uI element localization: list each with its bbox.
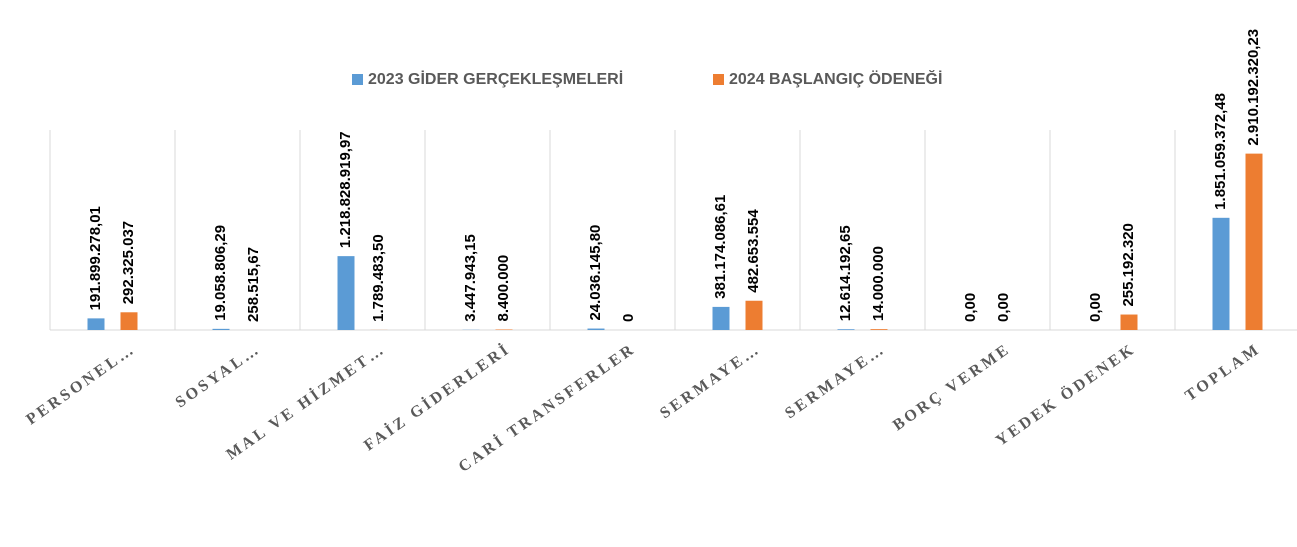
x-tick-label: PERSONEL… bbox=[23, 340, 139, 428]
legend-label: 2024 BAŞLANGIÇ ÖDENEĞİ bbox=[729, 69, 942, 88]
data-label: 12.614.192,65 bbox=[837, 225, 854, 321]
bar bbox=[1213, 218, 1230, 330]
legend-swatch bbox=[713, 74, 724, 85]
data-label: 24.036.145,80 bbox=[587, 225, 604, 321]
data-label: 0,00 bbox=[995, 293, 1012, 322]
bar bbox=[871, 329, 888, 330]
legend-swatch bbox=[352, 74, 363, 85]
data-label: 0,00 bbox=[1087, 293, 1104, 322]
bar bbox=[338, 256, 355, 330]
x-tick-label: BORÇ VERME bbox=[890, 340, 1014, 434]
data-label: 1.789.483,50 bbox=[370, 234, 387, 322]
x-tick-label: TOPLAM bbox=[1182, 340, 1264, 404]
bar bbox=[213, 329, 230, 330]
legend-label: 2023 GİDER GERÇEKLEŞMELERİ bbox=[368, 70, 623, 88]
data-label: 292.325.037 bbox=[120, 221, 137, 304]
data-label: 2.910.192.320,23 bbox=[1245, 29, 1262, 146]
data-label: 1.218.828.919,97 bbox=[337, 131, 354, 248]
data-label: 8.400.000 bbox=[495, 255, 512, 322]
data-label: 255.192.320 bbox=[1120, 223, 1137, 306]
data-label: 0 bbox=[620, 314, 637, 322]
bar bbox=[1121, 315, 1138, 330]
bar bbox=[746, 301, 763, 330]
bar bbox=[496, 329, 513, 330]
data-label: 14.000.000 bbox=[870, 246, 887, 321]
data-label: 0,00 bbox=[962, 293, 979, 322]
bar bbox=[121, 312, 138, 330]
x-tick-label: SERMAYE… bbox=[657, 340, 764, 422]
data-label: 19.058.806,29 bbox=[212, 225, 229, 321]
data-label: 258.515,67 bbox=[245, 247, 262, 322]
x-tick-label: SOSYAL… bbox=[173, 340, 264, 411]
x-tick-label: SERMAYE… bbox=[782, 340, 889, 422]
data-label: 482.653.554 bbox=[745, 209, 762, 293]
data-label: 191.899.278,01 bbox=[87, 206, 104, 310]
data-label: 381.174.086,61 bbox=[712, 195, 729, 299]
bar bbox=[1246, 154, 1263, 330]
bar bbox=[88, 318, 105, 330]
bar bbox=[713, 307, 730, 330]
data-label: 3.447.943,15 bbox=[462, 234, 479, 322]
x-tick-label: YEDEK ÖDENEK bbox=[992, 340, 1139, 450]
data-label: 1.851.059.372,48 bbox=[1212, 93, 1229, 210]
bar bbox=[838, 329, 855, 330]
bar bbox=[588, 329, 605, 330]
